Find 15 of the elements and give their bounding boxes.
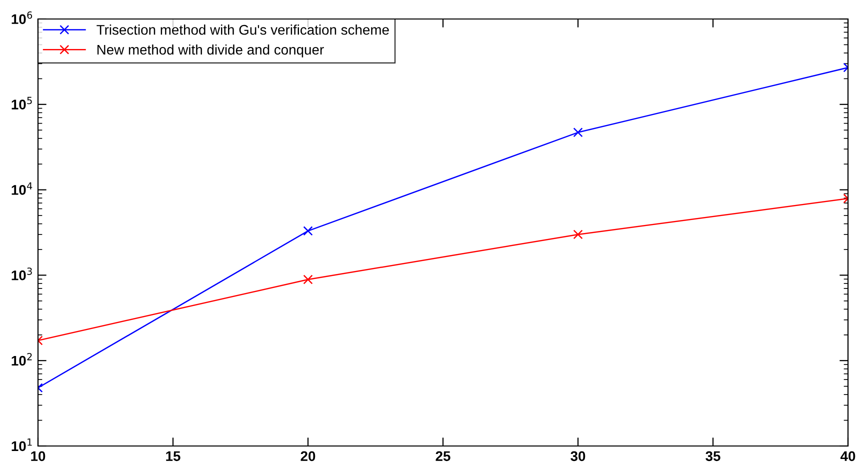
y-tick-label: 10$^{3}$ bbox=[12, 268, 32, 280]
x-tick-label: 10 bbox=[31, 451, 46, 462]
x-tick-label: 25 bbox=[436, 451, 450, 462]
y-tick-label: 10$^{6}$ bbox=[12, 11, 32, 24]
legend-label: New method with divide and conquer bbox=[97, 44, 324, 58]
y-tick-label: 10$^{2}$ bbox=[12, 352, 32, 366]
x-tick-label: 40 bbox=[840, 451, 856, 462]
y-tick-label: 10$^{4}$ bbox=[12, 182, 32, 195]
y-tick-label: 10$^{1}$ bbox=[12, 438, 32, 452]
x-tick-label: 15 bbox=[166, 451, 180, 462]
x-tick-label: 20 bbox=[300, 451, 316, 462]
legend-label: Trisection method with Gu's verification scheme bbox=[96, 24, 389, 35]
x-tick-label: 30 bbox=[570, 451, 586, 462]
y-tick-label: 10$^{5}$ bbox=[12, 96, 32, 110]
x-tick-label: 35 bbox=[706, 451, 720, 462]
